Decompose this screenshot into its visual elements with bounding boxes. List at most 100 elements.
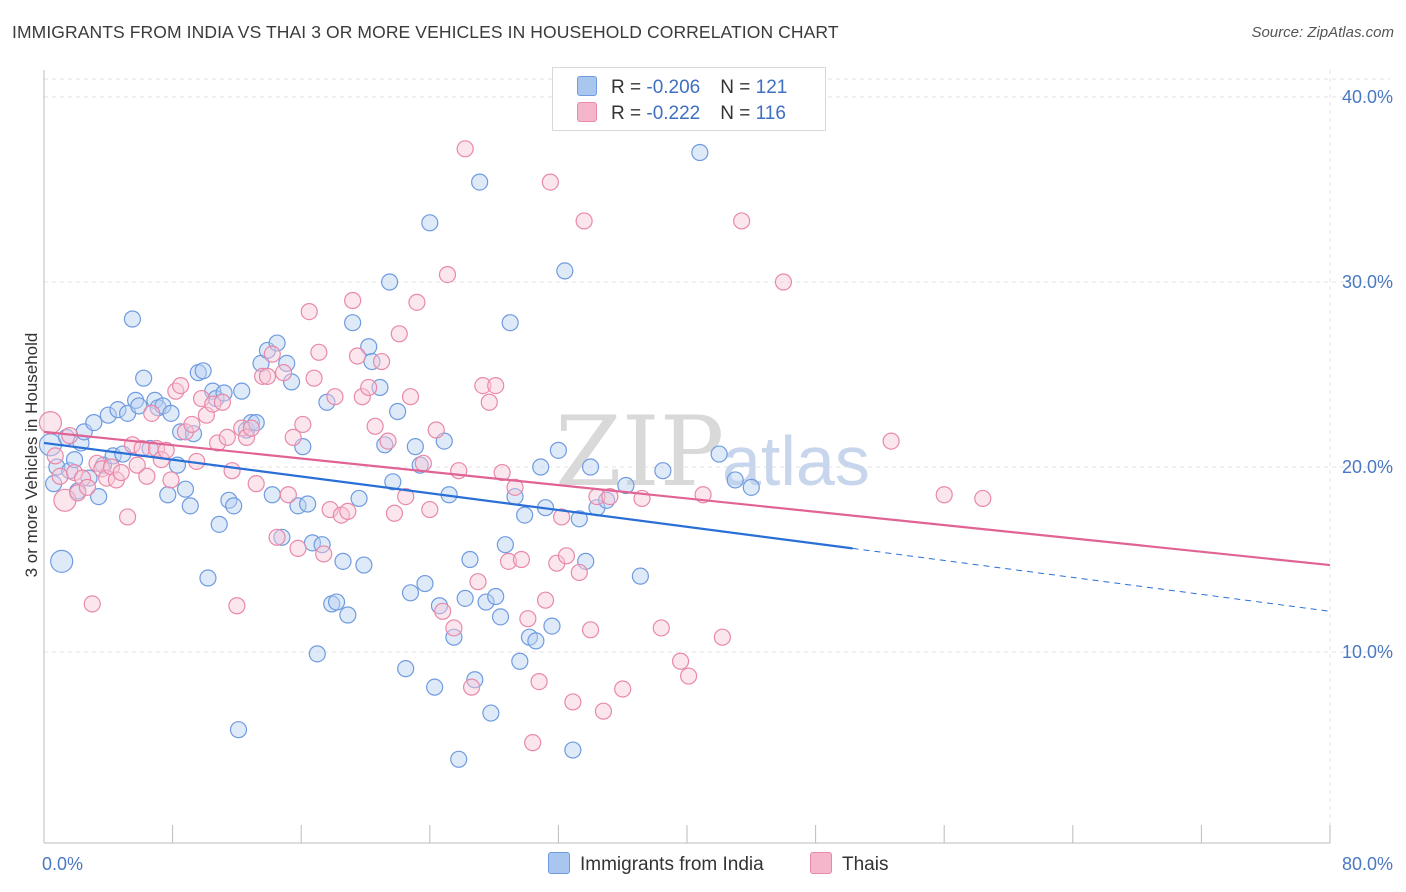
thais-point	[326, 388, 344, 406]
thais-point	[713, 628, 731, 646]
thais-point	[360, 378, 378, 397]
india-point	[581, 458, 600, 476]
thais-point	[209, 434, 227, 452]
thais-point	[935, 486, 953, 504]
thais-point	[294, 415, 312, 434]
series-legend-swatch-india	[548, 852, 570, 874]
india-point	[527, 632, 545, 650]
legend-row-india: R = -0.206 N = 121	[577, 76, 787, 100]
india-point	[416, 574, 434, 593]
thais-point	[183, 415, 201, 434]
thais-point	[213, 393, 232, 411]
india-point	[210, 515, 228, 533]
thais-point	[614, 680, 632, 698]
thais-point	[263, 345, 281, 363]
watermark-atlas: atlas	[722, 422, 870, 500]
india-point	[556, 262, 574, 280]
thais-point	[493, 463, 511, 482]
india-point	[477, 593, 495, 611]
india-point	[229, 721, 248, 739]
india-point	[570, 510, 588, 528]
x-tick-label-min: 0.0%	[42, 854, 83, 874]
india-point	[456, 589, 474, 607]
tick-labels: 10.0% 20.0% 30.0% 40.0% 0.0% 80.0%	[42, 87, 1393, 874]
thais-trend-line	[43, 430, 1331, 567]
legend-n-label: N =	[720, 77, 756, 98]
india-point	[406, 438, 424, 456]
series-india-points	[38, 143, 760, 768]
thais-point	[506, 478, 524, 496]
thais-point	[390, 325, 408, 343]
thais-point	[427, 421, 445, 439]
thais-point	[652, 619, 670, 637]
india-point	[450, 750, 468, 768]
chart-title: IMMIGRANTS FROM INDIA VS THAI 3 OR MORE …	[12, 22, 839, 42]
india-point	[273, 528, 291, 546]
thais-point	[128, 456, 146, 474]
thais-point	[480, 393, 498, 411]
india-point	[199, 569, 217, 587]
thais-point	[557, 547, 576, 565]
india-point	[430, 597, 449, 615]
thais-point	[305, 369, 323, 387]
india-point	[176, 480, 195, 498]
thais-point	[284, 428, 302, 446]
india-point	[491, 608, 510, 626]
india-point	[726, 471, 744, 489]
legend-n-value: 121	[755, 77, 788, 98]
thais-point	[974, 489, 992, 508]
thais-point	[279, 486, 297, 504]
watermark-zip: ZIP	[555, 396, 724, 508]
thais-point	[553, 508, 571, 526]
india-trend-line	[43, 441, 853, 550]
india-point	[50, 549, 74, 573]
thais-point	[474, 377, 492, 395]
thais-point	[348, 347, 367, 365]
thais-point	[541, 173, 559, 191]
thais-point	[310, 343, 328, 361]
india-point	[109, 401, 127, 419]
india-point	[426, 678, 444, 696]
india-point	[421, 214, 439, 232]
thais-point	[38, 411, 63, 435]
thais-point	[385, 504, 404, 522]
thais-point	[680, 667, 698, 685]
india-point	[564, 741, 582, 759]
india-point	[516, 506, 534, 524]
series-legend-label-india: Immigrants from India	[580, 854, 764, 875]
thais-point	[118, 508, 137, 526]
india-point	[496, 536, 514, 554]
thais-point	[671, 652, 690, 670]
india-point	[532, 458, 550, 476]
thais-point	[102, 458, 121, 476]
legend-swatch-thais	[577, 102, 597, 122]
thais-point	[162, 471, 180, 489]
legend-n-label: N =	[720, 103, 756, 124]
thais-point	[594, 702, 613, 720]
thais-point	[274, 364, 293, 382]
india-point	[654, 462, 672, 480]
legend-n-value: 116	[755, 103, 786, 124]
axes	[43, 70, 1331, 844]
y-tick-label: 10.0%	[1342, 642, 1393, 662]
india-point	[130, 397, 148, 415]
source-label: Source: ZipAtlas.com	[1251, 24, 1394, 41]
thais-point	[233, 419, 251, 437]
thais-point	[434, 602, 452, 620]
india-point	[299, 495, 317, 513]
y-axis-label: 3 or more Vehicles in Household	[22, 333, 41, 578]
thais-point	[421, 500, 439, 519]
thais-point	[438, 266, 457, 284]
india-point	[263, 486, 281, 504]
thais-point	[445, 619, 463, 637]
thais-point	[456, 140, 474, 158]
y-tick-label: 20.0%	[1342, 457, 1393, 477]
india-point	[549, 441, 568, 459]
india-point	[384, 473, 402, 491]
india-point	[389, 402, 407, 421]
india-point	[355, 556, 373, 574]
thais-point	[401, 388, 420, 406]
india-point	[327, 593, 346, 611]
trend-lines	[43, 430, 1331, 612]
